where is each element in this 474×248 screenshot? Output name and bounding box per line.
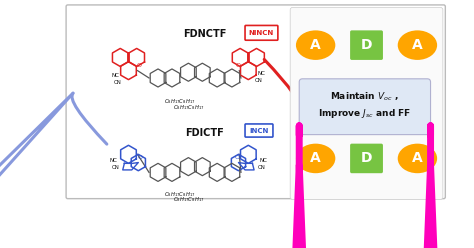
Text: FDNCTF: FDNCTF xyxy=(183,30,227,39)
Text: Maintain $\mathit{V}_{oc}$ ,: Maintain $\mathit{V}_{oc}$ , xyxy=(330,91,399,103)
Text: INCN: INCN xyxy=(249,127,269,133)
Ellipse shape xyxy=(296,30,335,60)
Text: CN: CN xyxy=(255,78,263,83)
Text: NINCN: NINCN xyxy=(249,30,274,36)
Text: O: O xyxy=(235,63,240,68)
FancyBboxPatch shape xyxy=(245,26,278,40)
Text: NC: NC xyxy=(257,71,265,76)
Text: $C_8H_{17}$$C_8H_{17}$: $C_8H_{17}$$C_8H_{17}$ xyxy=(173,103,204,112)
FancyBboxPatch shape xyxy=(290,7,443,199)
Text: D: D xyxy=(361,38,372,52)
Text: A: A xyxy=(412,152,423,165)
Text: NC: NC xyxy=(111,73,119,78)
Text: O: O xyxy=(137,63,142,68)
FancyBboxPatch shape xyxy=(350,30,383,60)
Text: NC: NC xyxy=(110,158,118,163)
Text: CN: CN xyxy=(111,165,119,170)
Text: A: A xyxy=(412,38,423,52)
Text: D: D xyxy=(361,152,372,165)
Text: CN: CN xyxy=(114,80,122,85)
Text: $C_8H_{17}$$C_8H_{17}$: $C_8H_{17}$$C_8H_{17}$ xyxy=(164,97,196,106)
Ellipse shape xyxy=(296,144,335,173)
Ellipse shape xyxy=(398,144,437,173)
Text: O: O xyxy=(137,155,143,160)
Text: A: A xyxy=(310,38,321,52)
FancyBboxPatch shape xyxy=(350,144,383,173)
Text: NC: NC xyxy=(259,158,267,163)
Text: Improve $\mathit{J}_{sc}$ and FF: Improve $\mathit{J}_{sc}$ and FF xyxy=(318,107,411,120)
Text: O: O xyxy=(234,155,239,160)
Text: CN: CN xyxy=(257,165,265,170)
FancyBboxPatch shape xyxy=(299,79,430,135)
Text: FDICTF: FDICTF xyxy=(185,128,224,138)
FancyBboxPatch shape xyxy=(245,124,273,137)
Ellipse shape xyxy=(398,30,437,60)
Text: $C_8H_{17}$$C_8H_{17}$: $C_8H_{17}$$C_8H_{17}$ xyxy=(164,190,196,199)
FancyBboxPatch shape xyxy=(66,5,446,199)
Text: $C_8H_{17}$$C_8H_{17}$: $C_8H_{17}$$C_8H_{17}$ xyxy=(173,195,204,204)
Text: A: A xyxy=(310,152,321,165)
